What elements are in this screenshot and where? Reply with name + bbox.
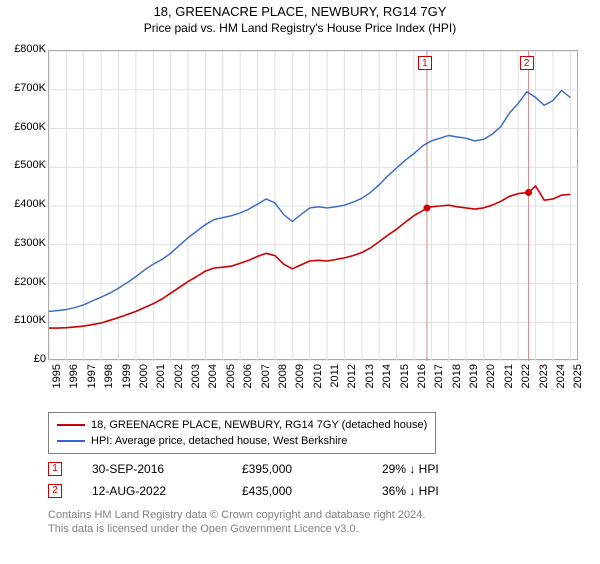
- x-tick-label: 2007: [260, 364, 272, 404]
- legend-swatch: [57, 440, 85, 442]
- sale-row-marker: 2: [48, 484, 62, 498]
- x-tick-label: 2005: [225, 364, 237, 404]
- sale-row-price: £395,000: [242, 458, 352, 480]
- x-tick-label: 2014: [381, 364, 393, 404]
- chart-plot-area: [48, 50, 578, 360]
- footer-line-1: Contains HM Land Registry data © Crown c…: [48, 508, 425, 522]
- y-tick-label: £0: [2, 353, 46, 365]
- x-tick-label: 2025: [572, 364, 584, 404]
- x-tick-label: 2016: [416, 364, 428, 404]
- x-tick-label: 2024: [555, 364, 567, 404]
- legend-label: HPI: Average price, detached house, West…: [91, 433, 347, 449]
- legend-row: 18, GREENACRE PLACE, NEWBURY, RG14 7GY (…: [57, 417, 427, 433]
- footer-line-2: This data is licensed under the Open Gov…: [48, 522, 425, 536]
- y-tick-label: £400K: [2, 198, 46, 210]
- x-tick-label: 2006: [242, 364, 254, 404]
- x-tick-label: 2008: [277, 364, 289, 404]
- x-tick-label: 2018: [451, 364, 463, 404]
- sale-row-marker: 1: [48, 462, 62, 476]
- sale-row: 1 30-SEP-2016 £395,000 29% ↓ HPI: [48, 458, 492, 480]
- y-tick-label: £700K: [2, 82, 46, 94]
- sale-row-price: £435,000: [242, 480, 352, 502]
- x-tick-label: 1997: [86, 364, 98, 404]
- x-tick-label: 2003: [190, 364, 202, 404]
- x-tick-label: 2009: [294, 364, 306, 404]
- x-tick-label: 2017: [433, 364, 445, 404]
- chart-title: 18, GREENACRE PLACE, NEWBURY, RG14 7GY: [0, 4, 600, 19]
- footer-attribution: Contains HM Land Registry data © Crown c…: [48, 508, 425, 536]
- x-tick-label: 2004: [207, 364, 219, 404]
- sale-marker-box: 2: [520, 56, 534, 70]
- y-tick-label: £100K: [2, 314, 46, 326]
- x-tick-label: 2023: [538, 364, 550, 404]
- x-tick-label: 1998: [103, 364, 115, 404]
- x-tick-label: 2021: [503, 364, 515, 404]
- x-tick-label: 2011: [329, 364, 341, 404]
- y-tick-label: £600K: [2, 121, 46, 133]
- x-tick-label: 2012: [346, 364, 358, 404]
- x-tick-label: 2002: [173, 364, 185, 404]
- legend-label: 18, GREENACRE PLACE, NEWBURY, RG14 7GY (…: [91, 417, 427, 433]
- x-tick-label: 1995: [51, 364, 63, 404]
- chart-subtitle: Price paid vs. HM Land Registry's House …: [0, 21, 600, 35]
- legend-row: HPI: Average price, detached house, West…: [57, 433, 427, 449]
- sale-row-delta: 36% ↓ HPI: [382, 480, 492, 502]
- sale-row-date: 30-SEP-2016: [92, 458, 212, 480]
- x-tick-label: 2019: [468, 364, 480, 404]
- sale-marker-box: 1: [418, 56, 432, 70]
- x-tick-label: 2020: [485, 364, 497, 404]
- legend-swatch: [57, 424, 85, 426]
- sale-row-date: 12-AUG-2022: [92, 480, 212, 502]
- x-tick-label: 2010: [312, 364, 324, 404]
- legend: 18, GREENACRE PLACE, NEWBURY, RG14 7GY (…: [48, 412, 436, 454]
- chart-svg: [49, 51, 579, 361]
- sale-row-delta: 29% ↓ HPI: [382, 458, 492, 480]
- y-tick-label: £500K: [2, 159, 46, 171]
- y-tick-label: £300K: [2, 237, 46, 249]
- y-tick-label: £200K: [2, 276, 46, 288]
- x-tick-label: 2015: [399, 364, 411, 404]
- sales-table: 1 30-SEP-2016 £395,000 29% ↓ HPI 2 12-AUG-202…: [48, 458, 492, 502]
- x-tick-label: 1999: [121, 364, 133, 404]
- x-tick-label: 2001: [155, 364, 167, 404]
- sale-row: 2 12-AUG-2022 £435,000 36% ↓ HPI: [48, 480, 492, 502]
- x-tick-label: 2022: [520, 364, 532, 404]
- x-tick-label: 2000: [138, 364, 150, 404]
- x-tick-label: 2013: [364, 364, 376, 404]
- x-tick-label: 1996: [68, 364, 80, 404]
- y-tick-label: £800K: [2, 43, 46, 55]
